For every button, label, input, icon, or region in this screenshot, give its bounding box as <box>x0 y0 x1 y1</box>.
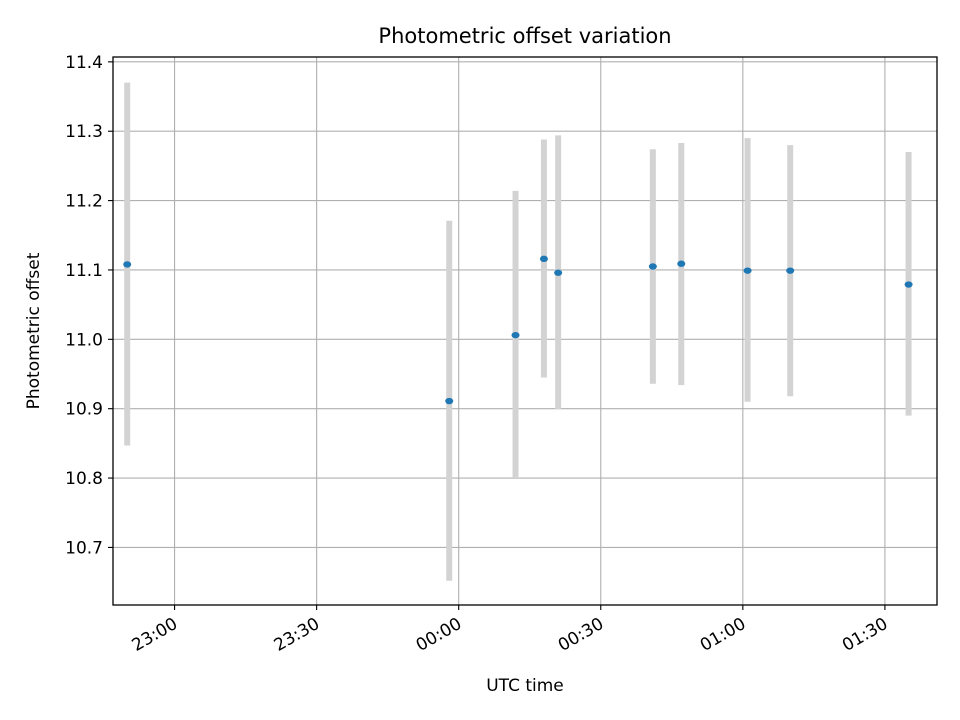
y-tick-label: 10.7 <box>65 538 103 558</box>
y-tick-label: 11.2 <box>65 192 103 212</box>
y-axis: 10.7 10.8 10.9 11.0 11.1 11.2 11.3 11.4 <box>65 53 113 558</box>
grid <box>113 57 937 605</box>
y-tick-label: 11.1 <box>65 261 103 281</box>
data-point <box>786 267 795 274</box>
data-point <box>554 269 563 276</box>
data-point <box>904 281 913 288</box>
y-tick-label: 10.8 <box>65 469 103 489</box>
y-tick-label: 10.9 <box>65 400 103 420</box>
data-point <box>123 261 132 268</box>
x-axis-label: UTC time <box>486 676 564 696</box>
plot-frame <box>112 56 938 606</box>
y-tick-label: 11.3 <box>65 122 103 142</box>
data-points <box>123 255 913 405</box>
data-point <box>648 263 657 270</box>
data-point <box>511 331 520 339</box>
data-point <box>539 255 548 263</box>
y-axis-label: Photometric offset <box>24 252 44 409</box>
data-point <box>445 397 454 405</box>
y-tick-label: 11.0 <box>65 330 103 350</box>
y-tick-label: 11.4 <box>65 53 103 73</box>
chart-title: Photometric offset variation <box>378 24 671 48</box>
data-point <box>743 267 752 274</box>
data-point <box>677 260 686 267</box>
